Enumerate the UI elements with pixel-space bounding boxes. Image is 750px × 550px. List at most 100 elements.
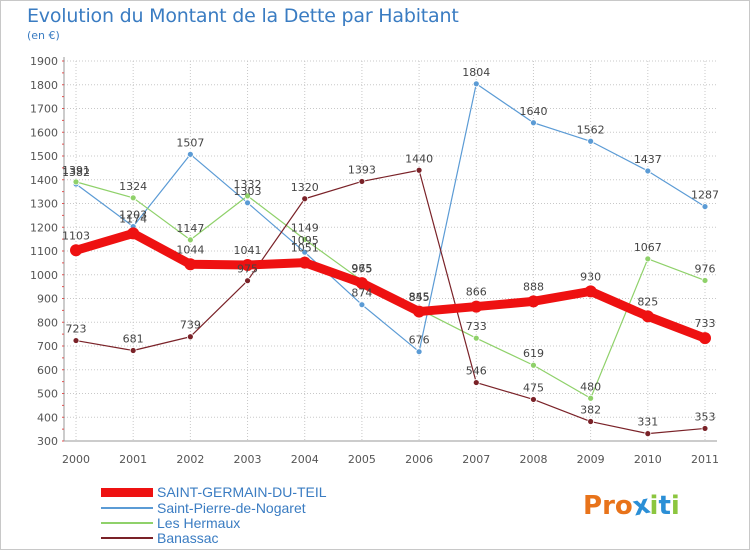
y-tick-label: 1700 <box>30 103 58 116</box>
series-point-0 <box>527 295 540 308</box>
series-point-2 <box>472 334 480 342</box>
data-label: 1174 <box>119 212 147 225</box>
data-label: 1804 <box>462 66 490 79</box>
data-label: 855 <box>409 291 430 304</box>
data-label: 1332 <box>234 178 262 191</box>
series-point-3 <box>244 277 251 285</box>
logo-letter: i <box>649 491 659 521</box>
data-label: 1067 <box>634 241 662 254</box>
y-tick-label: 1200 <box>30 221 58 234</box>
data-label: 619 <box>523 347 544 360</box>
x-tick-label: 2006 <box>405 453 433 466</box>
legend-item: Banassac <box>101 530 218 546</box>
series-point-1 <box>472 80 480 88</box>
data-label: 723 <box>66 323 87 336</box>
data-label: 1440 <box>405 152 433 165</box>
x-tick-label: 2007 <box>462 453 490 466</box>
data-label: 1149 <box>291 221 319 234</box>
legend-label: SAINT-GERMAIN-DU-TEIL <box>157 484 327 500</box>
data-label: 382 <box>580 404 601 417</box>
data-label: 1287 <box>691 189 719 202</box>
data-label: 681 <box>123 333 144 346</box>
data-label: 1507 <box>176 136 204 149</box>
series-point-1 <box>301 248 309 256</box>
data-label: 1051 <box>291 242 319 255</box>
y-tick-label: 300 <box>37 435 58 448</box>
data-label: 1147 <box>176 222 204 235</box>
data-label: 676 <box>409 334 430 347</box>
data-label: 1044 <box>176 243 204 256</box>
series-layer <box>70 80 711 438</box>
series-point-2 <box>186 236 194 244</box>
data-label: 975 <box>237 263 258 276</box>
data-label: 1324 <box>119 180 147 193</box>
series-point-3 <box>644 430 652 438</box>
series-point-3 <box>530 396 537 403</box>
y-tick-label: 1600 <box>30 126 58 139</box>
proxiti-logo: Proxiti <box>583 490 680 523</box>
data-label: 1382 <box>62 166 90 179</box>
y-tick-label: 900 <box>37 293 58 306</box>
data-label: 930 <box>580 270 601 283</box>
data-label: 1095 <box>291 234 319 247</box>
data-label: 1041 <box>234 244 262 257</box>
series-point-1 <box>186 150 194 158</box>
data-label: 976 <box>695 262 716 275</box>
legend-swatch <box>101 522 153 524</box>
series-point-3 <box>358 178 366 185</box>
series-point-0 <box>241 259 254 272</box>
series-point-0 <box>584 285 597 298</box>
legend-label: Saint-Pierre-de-Nogaret <box>157 500 306 516</box>
y-tick-label: 1900 <box>30 55 58 68</box>
data-label: 546 <box>466 365 487 378</box>
series-point-2 <box>701 277 709 284</box>
series-point-0 <box>70 244 82 257</box>
series-point-1 <box>358 301 366 309</box>
y-tick-label: 700 <box>37 340 58 353</box>
legend-swatch <box>101 507 153 509</box>
data-label: 825 <box>637 295 658 308</box>
series-point-2 <box>587 394 595 402</box>
y-tick-label: 1800 <box>30 79 58 92</box>
series-point-2 <box>72 178 80 186</box>
data-label: 1391 <box>62 164 90 177</box>
y-tick-label: 1400 <box>30 174 58 187</box>
grid-layer <box>64 60 717 442</box>
x-tick-label: 2008 <box>519 453 547 466</box>
chart-title: Evolution du Montant de la Dette par Hab… <box>27 5 459 27</box>
data-label: 874 <box>351 287 372 300</box>
y-tick-label: 600 <box>37 364 58 377</box>
series-point-0 <box>184 258 197 271</box>
series-point-1 <box>644 167 652 175</box>
series-point-0 <box>127 227 140 240</box>
series-line-3 <box>75 169 706 435</box>
logo-letter: t <box>658 491 671 521</box>
data-label: 1393 <box>348 163 376 176</box>
legend-item: Les Hermaux <box>101 515 240 531</box>
series-point-0 <box>470 300 483 313</box>
data-label: 1437 <box>634 153 662 166</box>
y-tick-label: 500 <box>37 388 58 401</box>
series-point-3 <box>301 195 309 203</box>
x-tick-label: 2001 <box>119 453 147 466</box>
logo-letter: o <box>614 491 633 521</box>
data-label: 965 <box>351 262 372 275</box>
series-point-0 <box>298 256 311 269</box>
data-label: 1103 <box>62 229 90 242</box>
data-label: 475 <box>523 381 544 394</box>
legend-swatch <box>101 537 153 539</box>
data-label: 480 <box>580 380 601 393</box>
logo-letter: i <box>670 491 680 521</box>
x-tick-label: 2002 <box>176 453 204 466</box>
data-label: 1320 <box>291 181 319 194</box>
series-point-0 <box>355 277 368 290</box>
x-tick-label: 2000 <box>62 453 90 466</box>
series-point-3 <box>415 166 423 174</box>
x-tick-label: 2003 <box>234 453 262 466</box>
series-point-1 <box>701 203 709 210</box>
y-tick-label: 400 <box>37 411 58 424</box>
series-point-0 <box>413 305 426 318</box>
y-tick-label: 800 <box>37 316 58 329</box>
